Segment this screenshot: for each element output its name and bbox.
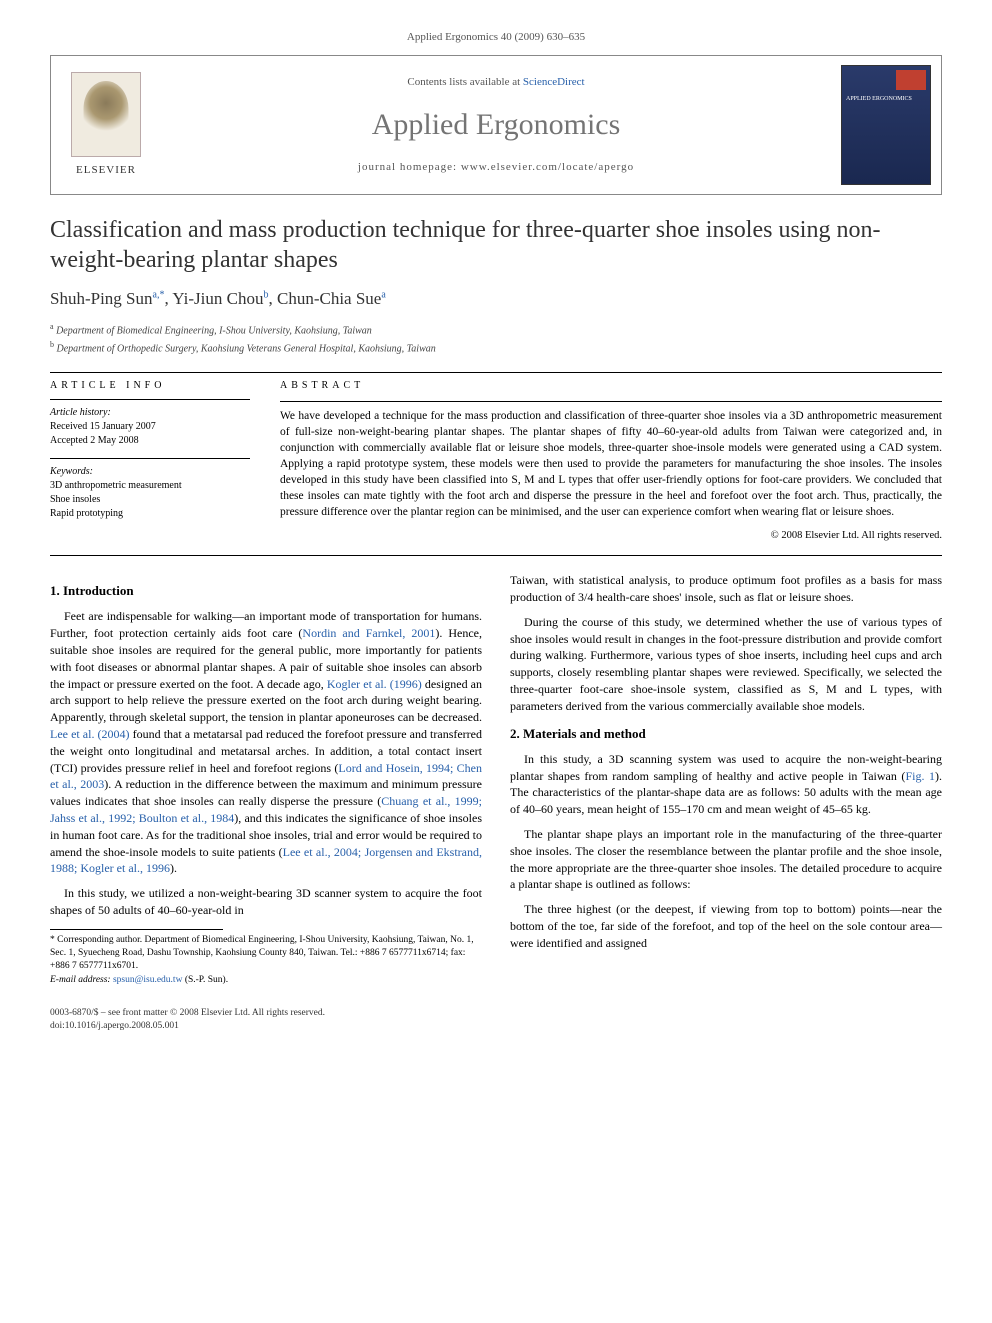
- journal-cover-thumbnail: APPLIED ERGONOMICS: [841, 65, 931, 185]
- publisher-logo: ELSEVIER: [51, 55, 161, 195]
- footer-line-1: 0003-6870/$ – see front matter © 2008 El…: [50, 1007, 942, 1020]
- ref-nordin[interactable]: Nordin and Farnkel, 2001: [302, 626, 435, 640]
- divider-bottom: [50, 555, 942, 556]
- footnote-separator: [50, 929, 223, 930]
- methods-paragraph-1: In this study, a 3D scanning system was …: [510, 751, 942, 818]
- homepage-prefix: journal homepage:: [358, 161, 461, 173]
- email-label: E-mail address:: [50, 975, 111, 985]
- article-title: Classification and mass production techn…: [50, 215, 942, 275]
- info-abstract-row: ARTICLE INFO Article history: Received 1…: [50, 379, 942, 543]
- author-2-marks: b: [263, 290, 268, 301]
- corresponding-author-footnote: * Corresponding author. Department of Bi…: [50, 934, 482, 987]
- author-1-marks: a,*: [153, 290, 165, 301]
- divider-top: [50, 372, 942, 373]
- info-divider-1: [50, 399, 250, 400]
- cover-thumb-label: APPLIED ERGONOMICS: [846, 96, 912, 103]
- ref-kogler-1996[interactable]: Kogler et al. (1996): [327, 677, 422, 691]
- aff-a-text: Department of Biomedical Engineering, I-…: [56, 326, 372, 337]
- abstract-text: We have developed a technique for the ma…: [280, 408, 942, 521]
- contents-available-line: Contents lists available at ScienceDirec…: [171, 75, 821, 90]
- corresponding-email-link[interactable]: spsun@isu.edu.tw: [113, 975, 182, 985]
- keywords-label: Keywords:: [50, 465, 250, 479]
- methods-paragraph-2: The plantar shape plays an important rol…: [510, 826, 942, 893]
- email-suffix: (S.-P. Sun).: [185, 975, 228, 985]
- footer-line-2: doi:10.1016/j.apergo.2008.05.001: [50, 1020, 942, 1033]
- article-info-column: ARTICLE INFO Article history: Received 1…: [50, 379, 250, 543]
- abstract-column: ABSTRACT We have developed a technique f…: [280, 379, 942, 543]
- author-3: Chun-Chia Sue: [277, 289, 381, 308]
- running-header: Applied Ergonomics 40 (2009) 630–635: [50, 30, 942, 45]
- keyword-1: 3D anthropometric measurement: [50, 479, 250, 493]
- intro-paragraph-1: Feet are indispensable for walking—an im…: [50, 608, 482, 877]
- ref-lee-2004[interactable]: Lee et al. (2004): [50, 727, 130, 741]
- author-2: Yi-Jiun Chou: [172, 289, 263, 308]
- footnote-corr: * Corresponding author. Department of Bi…: [50, 935, 474, 972]
- aff-a-mark: a: [50, 322, 54, 331]
- aff-b-text: Department of Orthopedic Surgery, Kaohsi…: [57, 343, 436, 354]
- abstract-copyright: © 2008 Elsevier Ltd. All rights reserved…: [280, 529, 942, 544]
- history-label: Article history:: [50, 406, 250, 420]
- fig-1-link[interactable]: Fig. 1: [905, 769, 935, 783]
- affiliations: a Department of Biomedical Engineering, …: [50, 321, 942, 356]
- body-columns: 1. Introduction Feet are indispensable f…: [50, 572, 942, 987]
- keyword-3: Rapid prototyping: [50, 507, 250, 521]
- intro-paragraph-4: During the course of this study, we dete…: [510, 614, 942, 715]
- author-1: Shuh-Ping Sun: [50, 289, 153, 308]
- contents-prefix: Contents lists available at: [407, 76, 522, 88]
- homepage-url: www.elsevier.com/locate/apergo: [461, 161, 634, 173]
- affiliation-a: a Department of Biomedical Engineering, …: [50, 321, 942, 338]
- section-1-heading: 1. Introduction: [50, 582, 482, 600]
- author-3-marks: a: [381, 290, 385, 301]
- journal-header-box: ELSEVIER Contents lists available at Sci…: [50, 55, 942, 195]
- authors-line: Shuh-Ping Suna,*, Yi-Jiun Choub, Chun-Ch…: [50, 287, 942, 311]
- journal-title: Applied Ergonomics: [171, 104, 821, 146]
- history-received: Received 15 January 2007: [50, 420, 250, 434]
- aff-b-mark: b: [50, 340, 54, 349]
- abstract-heading: ABSTRACT: [280, 379, 942, 393]
- publisher-name: ELSEVIER: [76, 163, 136, 178]
- p1g: ).: [170, 861, 177, 875]
- history-accepted: Accepted 2 May 2008: [50, 434, 250, 448]
- affiliation-b: b Department of Orthopedic Surgery, Kaoh…: [50, 339, 942, 356]
- article-info-heading: ARTICLE INFO: [50, 379, 250, 393]
- abstract-divider: [280, 401, 942, 402]
- sciencedirect-link[interactable]: ScienceDirect: [523, 76, 585, 88]
- intro-paragraph-2: In this study, we utilized a non-weight-…: [50, 885, 482, 919]
- intro-paragraph-3: Taiwan, with statistical analysis, to pr…: [510, 572, 942, 606]
- methods-paragraph-3: The three highest (or the deepest, if vi…: [510, 901, 942, 951]
- keyword-2: Shoe insoles: [50, 493, 250, 507]
- info-divider-2: [50, 458, 250, 459]
- journal-center: Contents lists available at ScienceDirec…: [161, 65, 831, 186]
- footer-copyright: 0003-6870/$ – see front matter © 2008 El…: [50, 1007, 942, 1034]
- p5a: In this study, a 3D scanning system was …: [510, 752, 942, 783]
- elsevier-tree-icon: [71, 72, 141, 157]
- homepage-line: journal homepage: www.elsevier.com/locat…: [171, 160, 821, 175]
- section-2-heading: 2. Materials and method: [510, 725, 942, 743]
